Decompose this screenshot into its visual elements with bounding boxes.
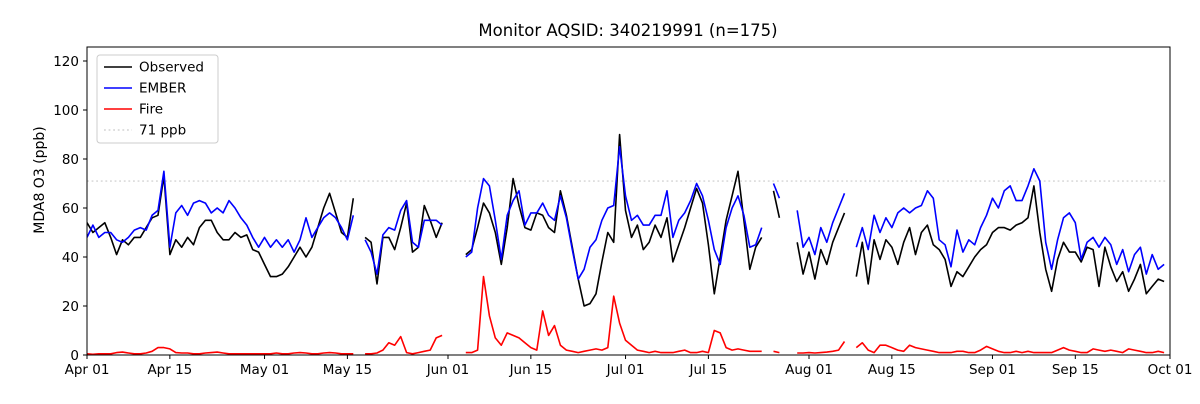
series-line-observed <box>772 190 781 218</box>
series-line-ember <box>465 145 763 280</box>
series-line-ember <box>364 199 443 275</box>
chart-title: Monitor AQSID: 340219991 (n=175) <box>478 21 777 40</box>
y-tick-label: 120 <box>53 54 79 70</box>
series-line-observed <box>465 133 763 307</box>
x-tick-label: Jun 15 <box>509 362 553 378</box>
legend-label-observed: Observed <box>139 60 204 76</box>
legend-label-ember: EMBER <box>139 81 186 97</box>
x-tick-label: Sep 15 <box>1052 362 1099 378</box>
x-tick-label: Apr 01 <box>65 362 110 378</box>
series-line-fire <box>797 341 846 354</box>
legend-label-fire: Fire <box>139 102 163 118</box>
series-line-ember <box>855 168 1165 275</box>
legend-box <box>96 54 219 144</box>
series-line-fire <box>773 350 780 354</box>
x-tick-label: Aug 15 <box>868 362 916 378</box>
x-tick-label: Sep 01 <box>969 362 1016 378</box>
legend: Observed EMBER Fire 71 ppb <box>96 54 219 144</box>
plot-area: 0 20 40 60 80 100 120 Apr 01 Apr 15 May 01 May 15 J… <box>53 46 1193 378</box>
axes-spines <box>86 46 1171 356</box>
x-tick-label: Jul 01 <box>606 362 645 378</box>
series-group <box>87 133 1165 355</box>
x-tick-label: May 01 <box>240 362 289 378</box>
series-line-observed <box>855 185 1165 295</box>
series-line-fire <box>855 341 1165 354</box>
y-tick-label: 100 <box>53 103 79 119</box>
y-tick-label: 40 <box>62 250 79 266</box>
y-tick-label: 80 <box>62 152 79 168</box>
series-line-fire <box>87 346 354 355</box>
series-line-observed <box>87 175 355 278</box>
x-tick-label: Jul 15 <box>689 362 728 378</box>
x-tick-label: Jun 01 <box>426 362 470 378</box>
series-line-fire <box>465 275 762 354</box>
x-tick-label: Aug 01 <box>785 362 833 378</box>
x-tick-label: May 15 <box>323 362 372 378</box>
y-tick-label: 60 <box>62 201 79 217</box>
x-tick-label: Apr 15 <box>147 362 192 378</box>
series-line-ember <box>772 183 781 199</box>
y-axis-label: MDA8 O3 (ppb) <box>32 126 48 234</box>
series-line-observed <box>364 202 443 285</box>
series-line-fire <box>365 334 443 355</box>
y-tick-label: 0 <box>70 348 79 364</box>
y-tick-label: 20 <box>62 299 79 315</box>
series-line-observed <box>796 212 846 280</box>
legend-label-71-ppb: 71 ppb <box>139 123 186 139</box>
series-line-ember <box>87 170 355 253</box>
series-line-ember <box>796 193 846 256</box>
x-tick-label: Oct 01 <box>1148 362 1193 378</box>
